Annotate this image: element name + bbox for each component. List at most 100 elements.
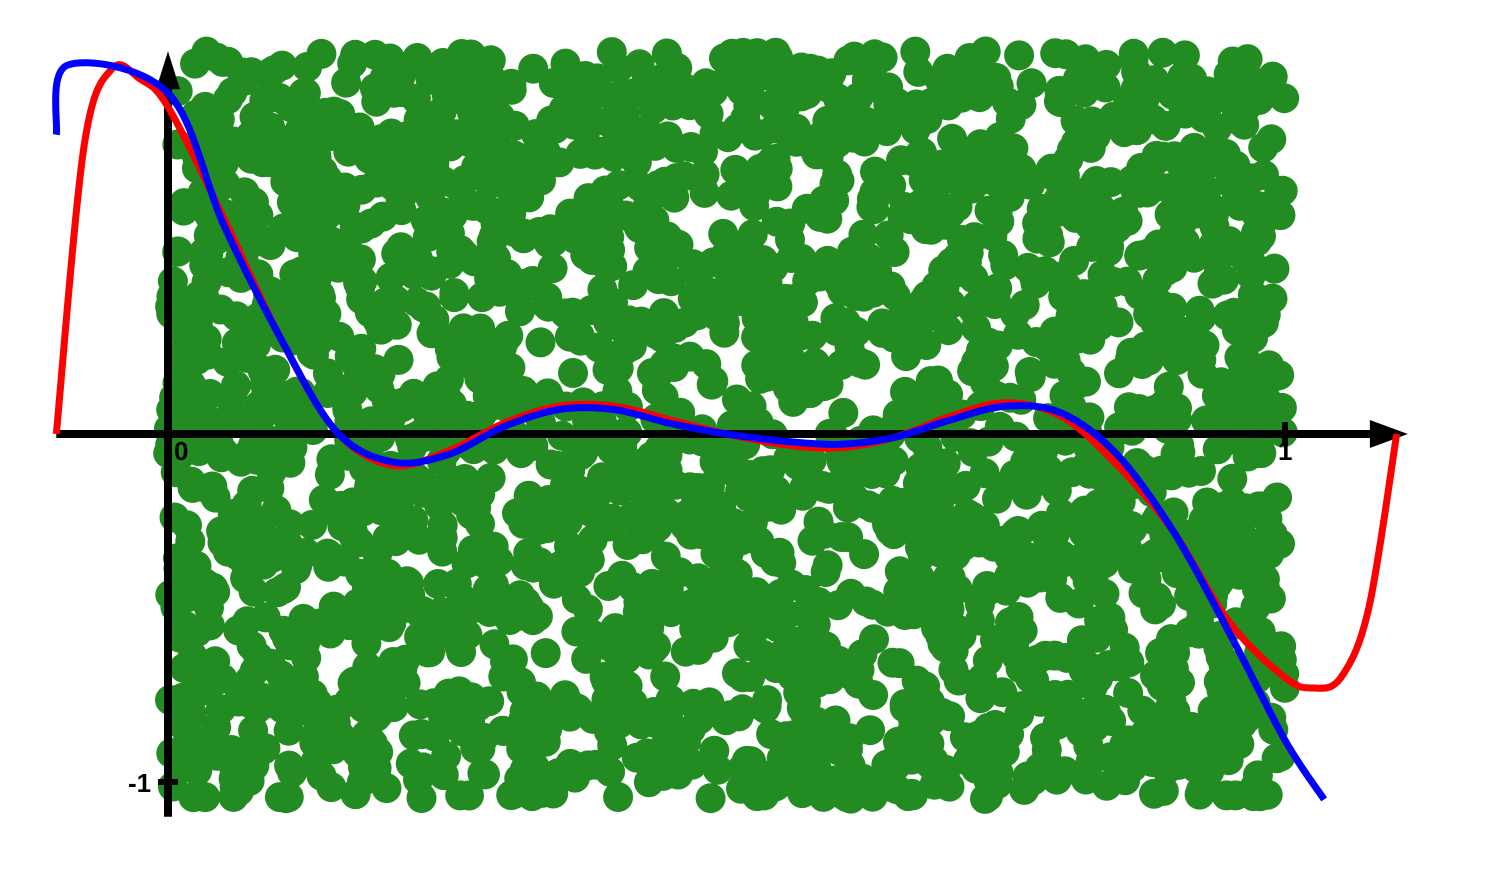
scatter-point (612, 445, 643, 476)
scatter-point (511, 498, 542, 529)
scatter-point (969, 458, 1000, 489)
scatter-point (392, 566, 422, 597)
scatter-point (641, 375, 672, 406)
scatter-point (849, 539, 880, 570)
scatter-point (282, 550, 313, 581)
scatter-point (1004, 40, 1035, 71)
scatter-point (241, 329, 271, 360)
scatter-point (1124, 240, 1155, 271)
scatter-point (232, 606, 263, 637)
x-axis-arrowhead (1369, 420, 1408, 448)
scatter-point (311, 200, 342, 231)
scatter-point (362, 306, 393, 337)
scatter-point (458, 190, 489, 221)
scatter-point (890, 376, 920, 407)
scatter-point (718, 446, 749, 477)
scatter-point (462, 156, 493, 187)
scatter-point (451, 548, 482, 579)
scatter-point (621, 147, 652, 178)
scatter-point (368, 469, 399, 500)
scatter-point (255, 112, 286, 143)
scatter-point (1118, 44, 1149, 75)
scatter-point (564, 320, 595, 351)
scatter-point (1247, 358, 1278, 389)
scatter-point (835, 578, 866, 609)
scatter-point (955, 526, 986, 557)
scatter-point (261, 495, 292, 526)
scatter-point (363, 134, 394, 164)
scatter-point (1042, 709, 1073, 740)
scatter-point (492, 259, 523, 290)
scatter-point (1239, 69, 1270, 100)
scatter-point (378, 647, 409, 677)
scatter-point (644, 434, 674, 464)
scatter-point (593, 716, 624, 747)
scatter-point (1180, 321, 1211, 352)
scatter-point (822, 159, 853, 190)
scatter-point (1112, 205, 1143, 236)
scatter-point (412, 637, 443, 668)
scatter-point (873, 89, 904, 120)
scatter-point (935, 198, 966, 229)
scatter-point (745, 119, 775, 150)
scatter-point (334, 341, 365, 372)
scatter-point (533, 228, 564, 259)
scatter-point (604, 475, 635, 506)
scatter-point (1079, 534, 1110, 565)
scatter-point (596, 503, 627, 534)
scatter-point (999, 459, 1030, 490)
scatter-point (643, 170, 674, 201)
scatter-point (708, 218, 739, 249)
scatter-point (791, 354, 822, 385)
scatter-point (752, 269, 783, 300)
scatter-point (896, 716, 927, 747)
scatter-point (461, 493, 492, 524)
scatter-point (927, 628, 958, 659)
scatter-point (428, 197, 459, 228)
scatter-point (908, 513, 939, 544)
scatter-point (1046, 540, 1077, 570)
scatter-point (910, 671, 941, 702)
scatter-point (689, 177, 720, 208)
scatter-point (264, 83, 295, 113)
scatter-point (275, 630, 306, 661)
scatter-point (726, 773, 756, 804)
scatter-point (628, 479, 659, 510)
scatter-point (597, 293, 628, 324)
scatter-point (1107, 762, 1138, 793)
scatter-point (210, 169, 241, 200)
scatter-point (591, 665, 621, 696)
scatter-point (449, 239, 480, 270)
scatter-point (192, 473, 223, 504)
scatter-point (1202, 434, 1233, 465)
scatter-point (650, 661, 681, 692)
scatter-point (538, 568, 569, 599)
scatter-point (239, 655, 270, 686)
scatter-point (423, 569, 453, 599)
scatter-point (741, 322, 772, 353)
scatter-point (205, 294, 236, 325)
scatter-point (1184, 295, 1215, 326)
scatter-point (549, 68, 580, 99)
scatter-point (932, 53, 963, 84)
scatter-point (286, 256, 317, 287)
scatter-point (1168, 719, 1199, 750)
scatter-point (727, 662, 758, 693)
scatter-point (220, 370, 251, 401)
scatter-point (264, 782, 295, 813)
scatter-point (377, 170, 408, 201)
scatter-point (313, 551, 344, 582)
scatter-point (1069, 279, 1099, 310)
scatter-point (332, 394, 363, 425)
scatter-point (733, 631, 764, 661)
scatter-point (656, 266, 687, 297)
scatter-point (422, 385, 453, 416)
scatter-point (808, 122, 839, 153)
scatter-point (1246, 221, 1276, 252)
scatter-point (424, 490, 455, 521)
scatter-point (832, 769, 863, 800)
scatter-point (536, 691, 566, 722)
scatter-point (218, 763, 249, 794)
scatter-point (856, 192, 887, 222)
scatter-point (231, 553, 262, 584)
